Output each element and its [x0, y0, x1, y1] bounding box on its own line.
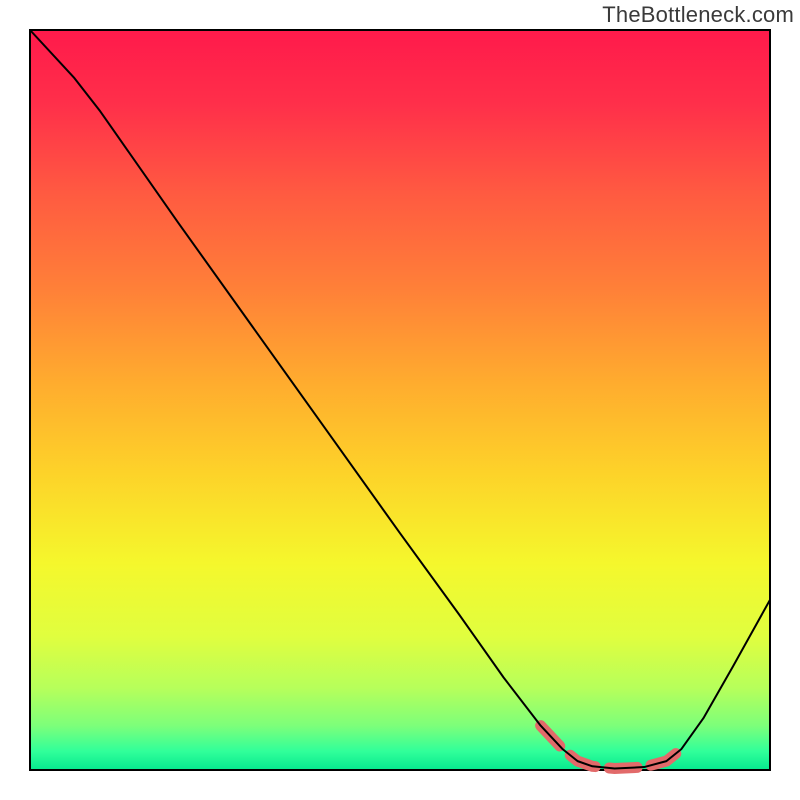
bottleneck-curve — [30, 30, 770, 769]
bottleneck-chart: TheBottleneck.com — [0, 0, 800, 800]
curve-layer — [0, 0, 800, 800]
